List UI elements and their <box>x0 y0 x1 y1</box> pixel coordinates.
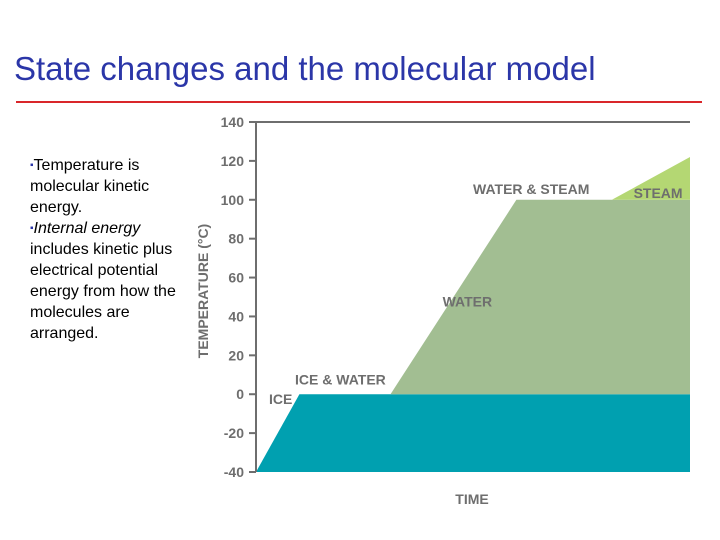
bullet-text: includes kinetic plus electrical potenti… <box>30 241 176 342</box>
annotation-ice: ICE <box>269 391 292 407</box>
bullet-list: ▪Temperature is molecular kinetic energy… <box>30 155 180 344</box>
y-tick-label: 140 <box>221 114 245 130</box>
y-tick-label: -20 <box>224 425 244 441</box>
y-tick-label: -40 <box>224 464 244 480</box>
x-axis-label: TIME <box>455 491 488 507</box>
bullet-text: Temperature is molecular kinetic energy. <box>30 157 150 216</box>
bullet-marker-icon: ▪ <box>30 223 34 234</box>
y-axis-label: TEMPERATURE (°C) <box>195 224 211 358</box>
y-tick-label: 100 <box>221 192 245 208</box>
bullet-item: ▪Internal energy includes kinetic plus e… <box>30 218 180 344</box>
y-tick-label: 20 <box>228 347 244 363</box>
annotation-water: WATER <box>443 294 493 310</box>
title-divider <box>16 101 702 103</box>
y-tick-label: 120 <box>221 153 245 169</box>
y-tick-label: 60 <box>228 270 244 286</box>
annotation-ice-water: ICE & WATER <box>295 372 386 388</box>
y-tick-label: 40 <box>228 308 244 324</box>
region-water <box>256 199 690 395</box>
region-ice <box>256 394 690 472</box>
bullet-emphasis: Internal energy <box>33 220 141 237</box>
region-steam <box>256 157 690 200</box>
annotation-water-steam: WATER & STEAM <box>473 181 589 197</box>
y-tick-label: 0 <box>236 386 244 402</box>
annotation-steam: STEAM <box>634 185 683 201</box>
bullet-item: ▪Temperature is molecular kinetic energy… <box>30 155 180 218</box>
slide-title: State changes and the molecular model <box>14 50 596 87</box>
bullet-marker-icon: ▪ <box>30 160 34 171</box>
y-tick-label: 80 <box>228 231 244 247</box>
